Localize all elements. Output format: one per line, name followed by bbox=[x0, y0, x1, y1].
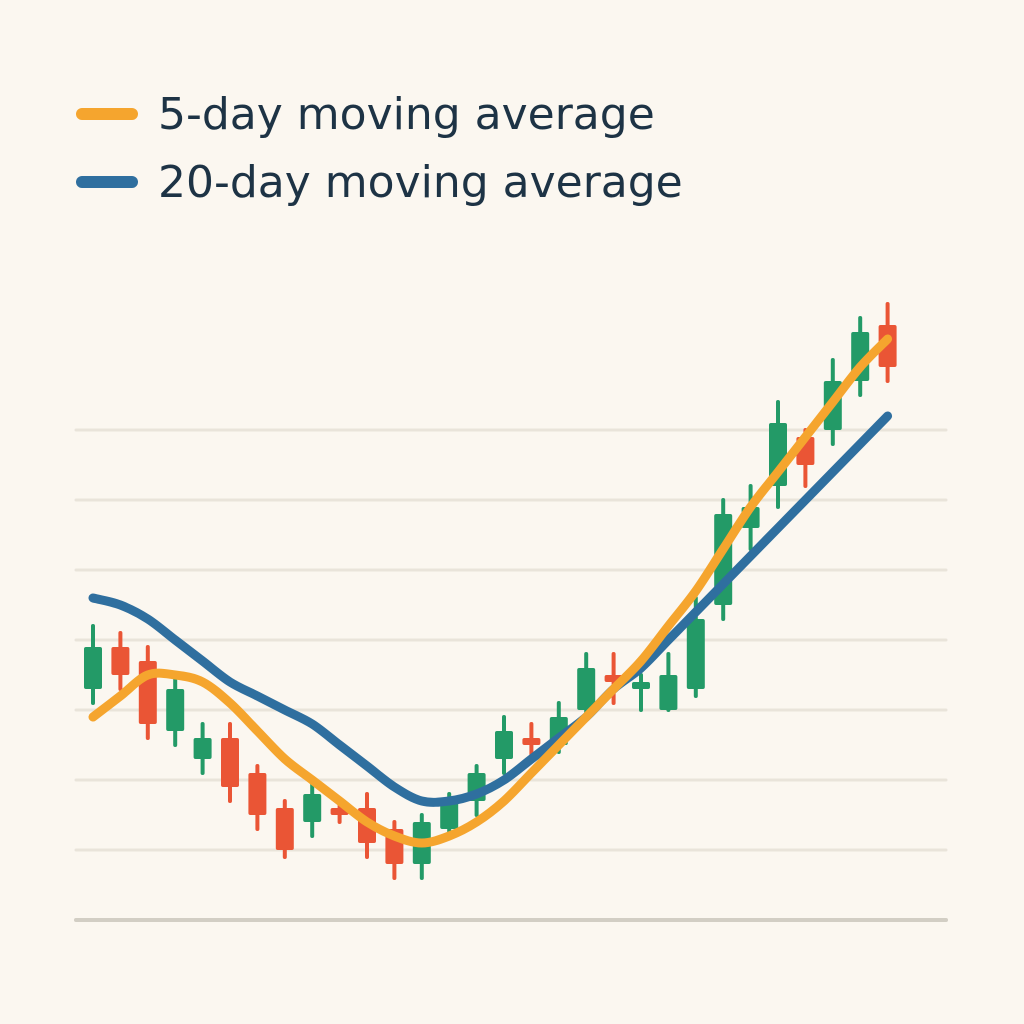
candle-up bbox=[577, 652, 596, 719]
candle-up bbox=[632, 673, 650, 712]
candle-body bbox=[303, 794, 322, 822]
candle-up bbox=[769, 400, 787, 509]
candle-down bbox=[275, 799, 294, 859]
candle-body bbox=[84, 647, 102, 689]
candle-up bbox=[303, 778, 322, 838]
candle-body bbox=[577, 668, 596, 710]
legend: 5-day moving average 20-day moving avera… bbox=[76, 80, 683, 216]
candle-body bbox=[522, 738, 541, 745]
legend-swatch-ma5 bbox=[76, 108, 138, 120]
candle-up bbox=[84, 624, 102, 705]
candle-body bbox=[221, 738, 239, 787]
candle-body bbox=[193, 738, 212, 759]
candle-down bbox=[522, 722, 541, 761]
candle-down bbox=[221, 722, 239, 803]
legend-item-ma5: 5-day moving average bbox=[76, 80, 683, 148]
candle-up bbox=[495, 715, 513, 775]
candle-body bbox=[166, 689, 185, 731]
candle-body bbox=[440, 801, 459, 829]
ma20-line bbox=[88, 411, 893, 807]
candle-down bbox=[138, 645, 157, 740]
candle-body bbox=[878, 325, 897, 367]
candle-up bbox=[193, 722, 212, 775]
candle-body bbox=[111, 647, 130, 675]
legend-label-ma20: 20-day moving average bbox=[158, 156, 683, 208]
legend-swatch-ma20 bbox=[76, 176, 138, 188]
candle-down bbox=[248, 764, 267, 831]
candle-body bbox=[275, 808, 294, 850]
candle-body bbox=[659, 675, 678, 710]
candle-up bbox=[166, 673, 185, 747]
candle-body bbox=[632, 682, 650, 689]
candle-body bbox=[495, 731, 513, 759]
legend-label-ma5: 5-day moving average bbox=[158, 88, 655, 140]
moving-average-layer bbox=[88, 334, 893, 848]
candle-up bbox=[659, 652, 678, 712]
candle-body bbox=[686, 619, 705, 689]
candle-body bbox=[248, 773, 267, 815]
candle-down bbox=[111, 631, 130, 691]
legend-item-ma20: 20-day moving average bbox=[76, 148, 683, 216]
ma5-line bbox=[88, 334, 893, 848]
grid-layer bbox=[74, 428, 948, 922]
